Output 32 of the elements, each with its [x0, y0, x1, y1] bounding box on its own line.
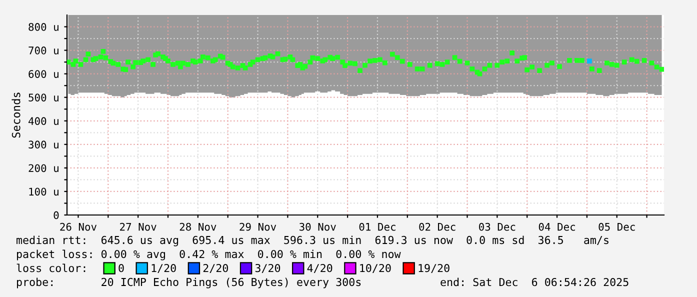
y-axis-title: Seconds: [12, 92, 20, 138]
y-tick-label: 800 u: [28, 23, 58, 31]
text: median rtt: 645.6 us avg 695.4 us max 596.3 us min 619.3 us now 0.0 ms sd 36.5 am/s: [16, 236, 608, 246]
y-tick-label: 200 u: [28, 164, 58, 172]
text: probe: 20 ICMP Echo Pings (56 Bytes) every 300s: [17, 278, 361, 288]
legend-label: 4/20: [307, 264, 332, 274]
legend-title: loss color:: [16, 264, 86, 272]
x-tick-label: 05 Dec: [598, 222, 635, 231]
x-tick-label: 02 Dec: [419, 222, 456, 231]
y-tick-label: 600 u: [28, 70, 58, 78]
y-tick-label: 300 u: [28, 140, 58, 149]
legend-label: 19/20: [418, 264, 450, 274]
x-tick-label: 26 Nov: [60, 222, 97, 231]
x-tick-label: 30 Nov: [300, 222, 336, 231]
y-tick-label: 700 u: [28, 46, 58, 54]
x-tick-label: 03 Dec: [479, 222, 516, 231]
x-tick-label: 04 Dec: [538, 222, 575, 231]
legend-label: 0: [118, 264, 124, 272]
text: end: Sat Dec 6 06:54:26 2025: [440, 278, 628, 286]
y-tick-label: 100 u: [29, 188, 58, 196]
text: packet loss: 0.00 % avg 0.42 % max 0.00 % min 0.00 % now: [17, 250, 401, 260]
x-tick-label: 27 Nov: [120, 222, 156, 231]
x-tick-label: 29 Nov: [240, 222, 276, 231]
y-tick-label: 0: [54, 211, 59, 220]
legend-label: 2/20: [203, 264, 228, 274]
legend-label: 3/20: [255, 264, 280, 274]
y-tick-label: 400 u: [28, 117, 58, 126]
legend-label: 1/20: [152, 264, 176, 274]
x-tick-label: 28 Nov: [180, 222, 216, 231]
x-tick-label: 01 Dec: [359, 222, 396, 231]
legend-label: 10/20: [360, 264, 391, 274]
y-tick-label: 500 u: [28, 94, 58, 102]
